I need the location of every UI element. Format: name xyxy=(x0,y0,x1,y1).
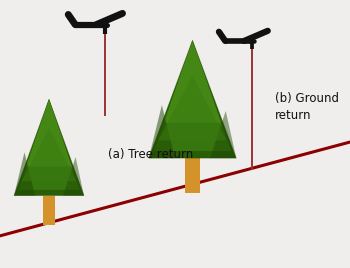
Polygon shape xyxy=(158,76,227,140)
Polygon shape xyxy=(14,99,84,196)
Polygon shape xyxy=(164,40,221,123)
Text: (b) Ground
return: (b) Ground return xyxy=(275,92,339,122)
Polygon shape xyxy=(18,99,80,190)
Bar xyxy=(185,158,200,193)
Polygon shape xyxy=(26,99,72,167)
Bar xyxy=(43,196,55,225)
Polygon shape xyxy=(22,128,76,181)
Polygon shape xyxy=(149,40,236,158)
Polygon shape xyxy=(63,157,84,196)
Polygon shape xyxy=(154,40,231,151)
Text: (a) Tree return: (a) Tree return xyxy=(108,148,194,161)
Polygon shape xyxy=(14,152,35,196)
Polygon shape xyxy=(210,111,236,158)
Polygon shape xyxy=(149,105,175,158)
